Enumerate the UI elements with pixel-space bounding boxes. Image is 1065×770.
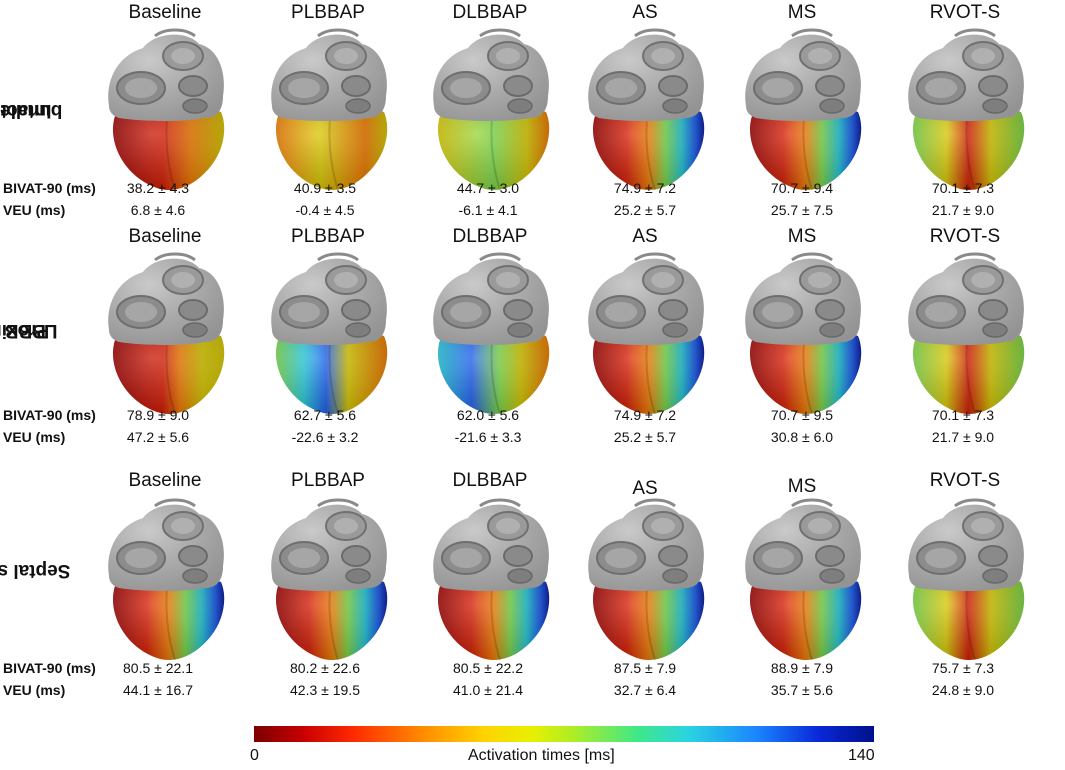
veu-value: -22.6 ± 3.2 (291, 429, 359, 445)
veu-value: 41.0 ± 21.4 (453, 682, 523, 698)
bivat-value: 80.2 ± 22.6 (290, 660, 360, 676)
bivat-value: 70.1 ± 7.3 (931, 407, 995, 423)
heart-model (895, 496, 1035, 666)
veu-value: 25.2 ± 5.7 (613, 429, 677, 445)
column-title: PLBBAP (291, 2, 365, 23)
veu-value: -6.1 ± 4.1 (458, 202, 518, 218)
bivat-value: 38.2 ± 4.3 (126, 180, 190, 196)
heart-model (732, 26, 872, 196)
bivat-value: 75.7 ± 7.3 (931, 660, 995, 676)
row-label-line1: Septal scar (0, 560, 71, 581)
bivat-value: 80.5 ± 22.1 (123, 660, 193, 676)
veu-value: 35.7 ± 5.6 (770, 682, 834, 698)
colorbar-max: 140 (848, 747, 875, 764)
column-title: AS (632, 226, 658, 247)
heart-model (575, 26, 715, 196)
bivat-label: BIVAT-90 (ms) (3, 660, 96, 676)
bivat-value: 88.9 ± 7.9 (770, 660, 834, 676)
veu-value: 25.7 ± 7.5 (770, 202, 834, 218)
column-title: DLBBAP (452, 470, 528, 491)
veu-value: 6.8 ± 4.6 (130, 202, 186, 218)
column-title: PLBBAP (291, 470, 365, 491)
column-title: AS (632, 478, 658, 499)
column-title: RVOT-S (929, 226, 1001, 247)
bivat-value: 62.0 ± 5.6 (456, 407, 520, 423)
heart-model (575, 250, 715, 420)
bivat-value: 78.9 ± 9.0 (126, 407, 190, 423)
veu-value: 24.8 ± 9.0 (931, 682, 995, 698)
row-label: ProximalLBBB (0, 260, 57, 400)
colorbar-title: Activation times [ms] (468, 747, 615, 764)
heart-model (258, 250, 398, 420)
bivat-value: 74.9 ± 7.2 (613, 407, 677, 423)
colorbar-min: 0 (250, 747, 259, 764)
veu-value: -0.4 ± 4.5 (295, 202, 355, 218)
heart-model (732, 250, 872, 420)
veu-value: 32.7 ± 6.4 (613, 682, 677, 698)
column-title: DLBBAP (452, 2, 528, 23)
bivat-value: 40.9 ± 3.5 (293, 180, 357, 196)
column-title: AS (632, 2, 658, 23)
veu-value: 42.3 ± 19.5 (290, 682, 360, 698)
heart-model (732, 496, 872, 666)
column-title: DLBBAP (452, 226, 528, 247)
bivat-value: 44.7 ± 3.0 (456, 180, 520, 196)
bivat-value: 70.7 ± 9.5 (770, 407, 834, 423)
heart-model (895, 26, 1035, 196)
heart-model (420, 250, 560, 420)
row-label: Septal scar (0, 500, 71, 640)
heart-model (895, 250, 1035, 420)
column-title: PLBBAP (291, 226, 365, 247)
heart-model (575, 496, 715, 666)
heart-model (258, 496, 398, 666)
bivat-value: 80.5 ± 22.2 (453, 660, 523, 676)
row-label-line2: LBBB (4, 320, 58, 341)
colorbar (254, 726, 874, 742)
bivat-label: BIVAT-90 (ms) (3, 407, 96, 423)
row-label: Intact leftbundle (0, 40, 62, 180)
bivat-value: 70.7 ± 9.4 (770, 180, 834, 196)
column-title: MS (787, 476, 817, 497)
heart-model (95, 496, 235, 666)
bivat-value: 74.9 ± 7.2 (613, 180, 677, 196)
bivat-value: 70.1 ± 7.3 (931, 180, 995, 196)
bivat-value: 62.7 ± 5.6 (293, 407, 357, 423)
veu-value: -21.6 ± 3.3 (454, 429, 522, 445)
heart-model (95, 250, 235, 420)
heart-model (420, 26, 560, 196)
veu-value: 25.2 ± 5.7 (613, 202, 677, 218)
row-label-line2: bundle (0, 100, 63, 121)
bivat-label: BIVAT-90 (ms) (3, 180, 96, 196)
heart-model (258, 26, 398, 196)
column-title: Baseline (128, 2, 202, 23)
veu-value: 21.7 ± 9.0 (931, 429, 995, 445)
column-title: MS (787, 2, 817, 23)
veu-label: VEU (ms) (3, 429, 66, 445)
heart-model (420, 496, 560, 666)
veu-label: VEU (ms) (3, 202, 66, 218)
veu-value: 47.2 ± 5.6 (126, 429, 190, 445)
column-title: RVOT-S (929, 2, 1001, 23)
heart-model (95, 26, 235, 196)
veu-label: VEU (ms) (3, 682, 66, 698)
bivat-value: 87.5 ± 7.9 (613, 660, 677, 676)
veu-value: 21.7 ± 9.0 (931, 202, 995, 218)
veu-value: 44.1 ± 16.7 (123, 682, 193, 698)
column-title: RVOT-S (929, 470, 1001, 491)
column-title: Baseline (128, 470, 202, 491)
column-title: MS (787, 226, 817, 247)
veu-value: 30.8 ± 6.0 (770, 429, 834, 445)
column-title: Baseline (128, 226, 202, 247)
colorbar-gradient (254, 726, 874, 742)
